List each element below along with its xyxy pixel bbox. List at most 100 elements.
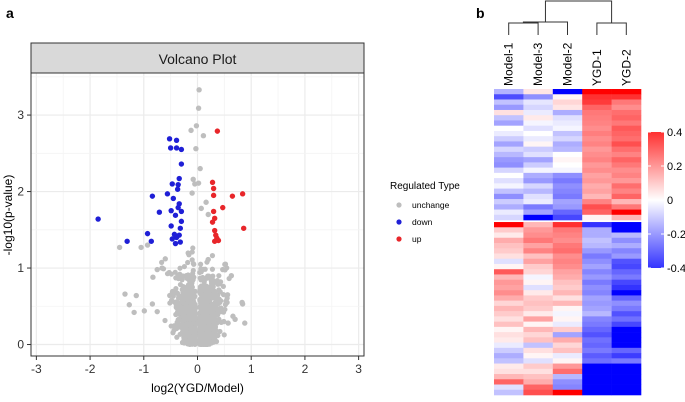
point-unchange [211,289,218,295]
x-tick-label: 0 [194,362,201,376]
heatmap-cell [611,358,642,364]
heatmap-cell [582,358,612,364]
point-unchange [200,324,207,330]
data-points [95,87,248,348]
heatmap-cell [552,104,583,111]
heatmap-cell [552,237,583,244]
point-down [178,161,185,167]
point-unchange [199,300,205,306]
point-unchange [203,199,209,205]
point-down [178,218,185,225]
legend-marker-down [396,219,402,225]
heatmap-cell [611,120,642,126]
heatmap-cell [523,183,554,189]
heatmap-cell [582,193,612,200]
point-unchange [217,289,223,295]
heatmap-cell [494,326,524,333]
heatmap-cell [582,269,612,275]
point-unchange [211,310,217,316]
heatmap-cell [552,162,583,168]
point-unchange [164,271,171,277]
heatmap-cell [494,295,524,301]
heatmap-cell [494,258,524,265]
heatmap-cell [494,109,524,116]
heatmap-cell [494,363,524,370]
heatmap-cell [611,295,642,301]
point-up [214,128,221,134]
point-down [168,207,174,214]
heatmap-cell [552,188,583,195]
strip-background [30,42,365,74]
dendrogram-link [522,21,568,35]
heatmap-cell [552,232,583,239]
column-label: Model-2 [561,42,575,86]
heatmap-cell [523,300,554,307]
heatmap-cell [552,125,583,132]
heatmap-cell [611,146,642,153]
heatmap-cell [552,253,583,260]
heatmap-cell [523,290,554,296]
heatmap-cell [523,305,554,312]
heatmap-cell [582,353,612,359]
heatmap-cell [494,384,524,391]
heatmap-cell [494,321,524,328]
point-unchange [141,308,148,314]
point-unchange [189,290,195,297]
heatmap-cell [523,337,554,343]
heatmap-cell [494,253,524,260]
heatmap-cell [494,389,524,396]
heatmap-cell [494,167,524,174]
heatmap-cell [523,374,554,380]
heatmap-cell [523,125,554,132]
heatmap-cell [611,136,642,142]
heatmap-cell [582,263,612,270]
heatmap-cell [552,157,583,163]
heatmap-cell [494,290,524,296]
heatmap-cell [552,204,583,210]
point-unchange [173,304,179,310]
heatmap-cell [523,342,554,349]
heatmap-cell [494,232,524,239]
heatmap-cell [552,178,583,184]
point-unchange [192,330,198,336]
heatmap-cell [494,311,524,317]
heatmap-cell [494,172,524,179]
y-axis-label: -log10(p-value) [1,175,15,256]
heatmap-cell [523,115,554,121]
point-unchange [190,260,196,267]
point-unchange [187,322,193,328]
point-unchange [190,267,196,274]
point-unchange [185,290,191,296]
point-unchange [189,334,195,341]
column-label: Model-1 [502,42,516,86]
heatmap-cell [611,183,642,189]
point-unchange [220,266,226,273]
heatmap-cell [611,321,642,328]
heatmap-cell [611,188,642,195]
point-unchange [212,324,218,330]
point-unchange [211,319,217,326]
point-unchange [181,306,187,312]
heatmap-cell [552,374,583,380]
heatmap-cell [523,94,554,100]
heatmap-cell [552,326,583,333]
heatmap-cell [494,279,524,286]
point-unchange [180,273,186,279]
point-unchange [197,269,203,276]
point-unchange [186,282,192,288]
axes: -3 -2 -1 0 1 2 3 0 1 2 3 [17,108,362,376]
heatmap-cell [611,204,642,210]
point-unchange [197,165,203,172]
heatmap-cell [494,130,524,137]
point-unchange [144,242,151,248]
heatmap-cell [552,274,583,280]
point-unchange [216,296,222,302]
heatmap-cell [552,209,583,216]
point-unchange [221,318,227,325]
heatmap-cell [552,321,583,328]
heatmap-cell [611,227,642,233]
column-label: YGD-2 [619,49,633,86]
point-up [209,179,216,186]
heatmap-cell [582,342,612,349]
heatmap-cell [494,183,524,189]
